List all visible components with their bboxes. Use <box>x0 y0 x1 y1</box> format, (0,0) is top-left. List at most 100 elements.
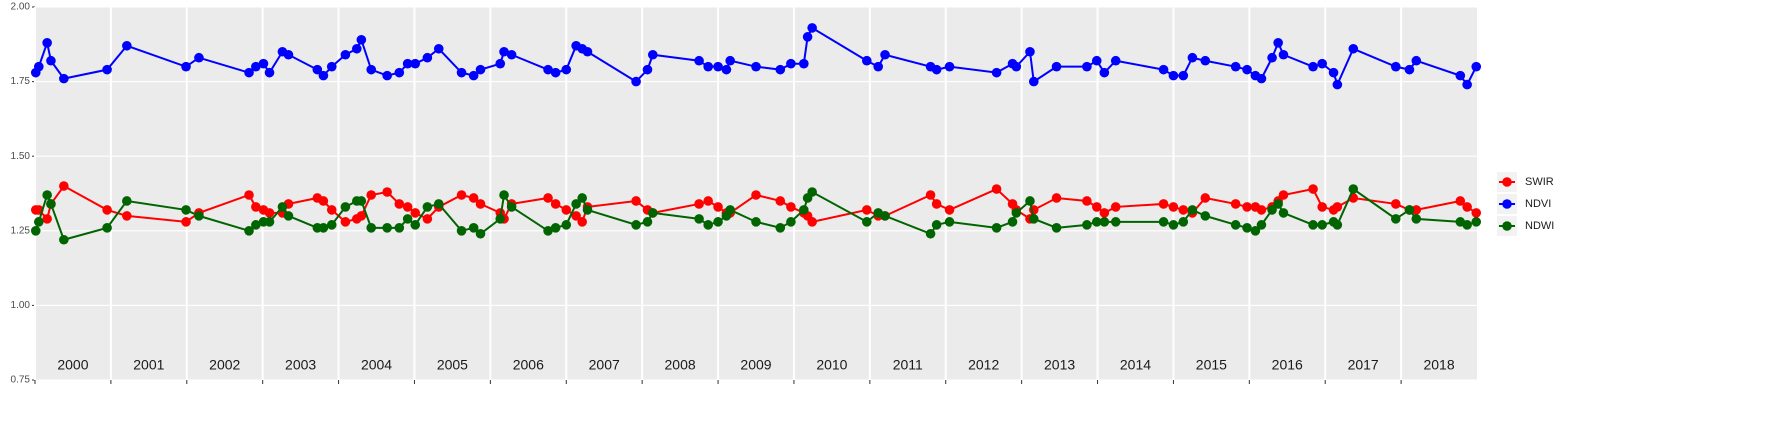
data-point <box>122 196 132 206</box>
data-point <box>1332 220 1343 230</box>
data-point <box>807 217 817 227</box>
data-point <box>703 220 713 230</box>
data-point <box>181 217 191 227</box>
data-point <box>775 223 786 233</box>
data-point <box>326 220 337 230</box>
data-point <box>944 217 955 227</box>
data-point <box>786 202 796 212</box>
data-point <box>1200 211 1211 221</box>
data-point <box>1099 208 1110 218</box>
data-point <box>582 46 593 57</box>
data-point <box>1278 190 1289 200</box>
data-point <box>1110 202 1121 212</box>
data-point <box>402 202 413 212</box>
data-point <box>1091 55 1102 66</box>
data-point <box>807 187 817 197</box>
data-point <box>1200 55 1211 66</box>
data-point <box>318 196 329 206</box>
y-tick-label: 1.75 <box>11 76 31 87</box>
data-point <box>340 217 351 227</box>
data-point <box>264 217 275 227</box>
data-point <box>802 32 813 42</box>
data-point <box>1455 196 1466 206</box>
data-point <box>571 211 581 221</box>
data-point <box>713 61 723 72</box>
data-point <box>1317 202 1327 212</box>
data-point <box>356 196 367 206</box>
data-point <box>873 61 883 72</box>
data-point <box>925 190 936 200</box>
data-point <box>181 205 191 215</box>
data-point <box>1200 193 1211 203</box>
x-tick-label: 2010 <box>816 357 847 373</box>
data-point <box>577 193 588 203</box>
data-point <box>751 61 761 72</box>
data-point <box>1110 55 1121 66</box>
data-point <box>631 196 641 206</box>
data-point <box>1390 199 1401 209</box>
data-point <box>647 49 658 60</box>
data-point <box>1091 217 1102 227</box>
data-point <box>181 61 191 72</box>
data-point <box>1230 199 1241 209</box>
legend-label: NDWI <box>1525 220 1554 232</box>
x-tick-label: 2018 <box>1423 357 1454 373</box>
data-point <box>475 228 486 239</box>
data-point <box>194 211 204 221</box>
x-tick-label: 2001 <box>133 357 164 373</box>
data-point <box>775 64 786 75</box>
data-point <box>1317 220 1327 230</box>
data-point <box>862 217 872 227</box>
data-point <box>1242 64 1252 75</box>
data-point <box>506 49 517 60</box>
data-point <box>1110 217 1121 227</box>
data-point <box>713 217 723 227</box>
data-point <box>543 193 553 203</box>
data-point <box>1471 61 1482 72</box>
x-tick-label: 2015 <box>1196 357 1227 373</box>
data-point <box>410 220 421 230</box>
data-point <box>366 64 377 75</box>
data-point <box>1051 223 1062 233</box>
data-point <box>1404 64 1415 75</box>
data-point <box>433 43 444 54</box>
data-point <box>42 38 52 48</box>
data-point <box>33 217 44 227</box>
data-point <box>1471 217 1482 227</box>
data-point <box>264 67 275 78</box>
data-point <box>1007 217 1018 227</box>
data-point <box>456 67 467 78</box>
x-tick-label: 2016 <box>1272 357 1303 373</box>
data-point <box>59 234 69 245</box>
data-point <box>931 64 942 75</box>
data-point <box>703 196 713 206</box>
data-point <box>1242 223 1252 233</box>
data-point <box>1250 226 1261 236</box>
x-tick-label: 2008 <box>665 357 696 373</box>
data-point <box>1471 208 1482 218</box>
data-point <box>1025 196 1035 206</box>
data-point <box>944 205 955 215</box>
legend-label: SWIR <box>1525 176 1554 188</box>
data-point <box>499 190 509 200</box>
data-point <box>1411 214 1422 224</box>
data-point <box>382 70 392 81</box>
data-point <box>582 205 593 215</box>
data-point <box>1348 43 1359 54</box>
data-point <box>1187 52 1198 63</box>
data-point <box>42 214 52 224</box>
data-point <box>475 199 486 209</box>
x-tick-label: 2000 <box>57 357 88 373</box>
data-point <box>468 193 479 203</box>
data-point <box>1411 55 1422 66</box>
data-point <box>122 40 132 51</box>
data-point <box>1273 199 1283 209</box>
data-point <box>1404 205 1415 215</box>
data-point <box>499 46 509 57</box>
data-point <box>694 214 704 224</box>
x-tick-label: 2005 <box>437 357 468 373</box>
data-point <box>571 199 581 209</box>
data-point <box>340 202 351 212</box>
data-point <box>102 205 112 215</box>
